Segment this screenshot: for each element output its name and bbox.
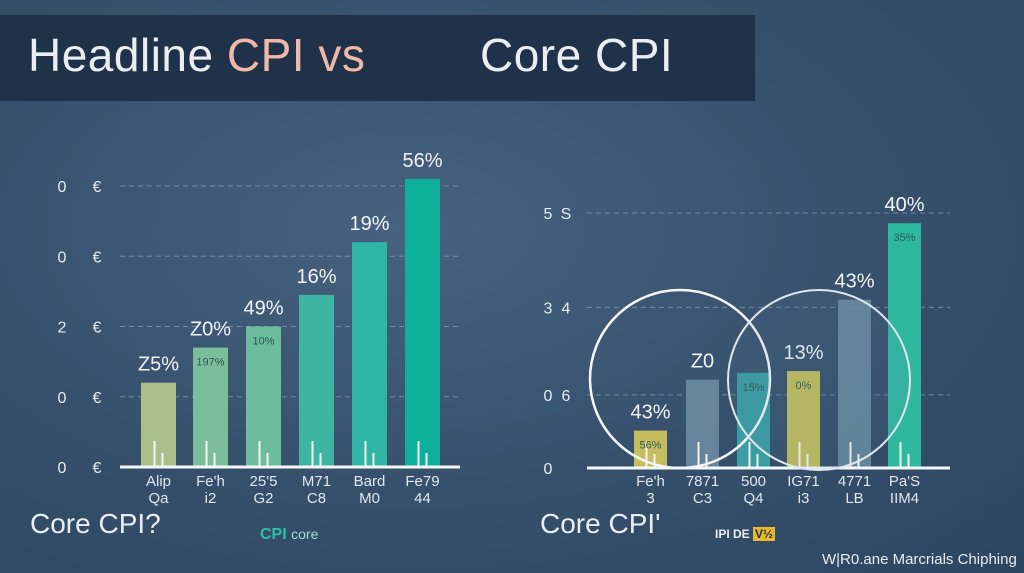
- category-label-line2: LB: [845, 490, 863, 507]
- category-label-line1: Bard: [354, 473, 386, 490]
- bar: [352, 242, 387, 467]
- bar-value-label: 19%: [349, 213, 389, 235]
- category-label-line2: i2: [205, 490, 217, 507]
- y-tick-label: 0: [544, 461, 553, 478]
- title-bar: [0, 15, 755, 101]
- category-label-line2: G2: [253, 490, 273, 507]
- right-chart-xlabel: Core CPI': [540, 508, 661, 539]
- bar: [838, 299, 871, 468]
- category-label-line1: M71: [302, 473, 331, 490]
- overlay-circle-left: [588, 288, 772, 470]
- y-tick-label: 0: [58, 460, 67, 477]
- category-label-line1: 25'5: [250, 473, 278, 490]
- y-tick-label: 0: [58, 249, 67, 266]
- category-label-line1: 4771: [838, 473, 871, 490]
- y-tick-unit: 4: [562, 300, 571, 317]
- bar-inner-label: 0%: [796, 380, 812, 392]
- legend-ipi: IPI DE: [715, 527, 750, 541]
- y-tick-unit: 6: [562, 388, 571, 405]
- footer-credit: W|R0.ane Marcrials Chiphing: [822, 551, 1017, 568]
- bar: [405, 178, 440, 467]
- bar-value-label: 13%: [783, 342, 823, 364]
- category-label-line2: IIM4: [890, 490, 919, 507]
- bar: [299, 294, 334, 467]
- bar: [787, 371, 820, 468]
- y-tick-unit: €: [93, 320, 102, 337]
- y-tick-unit: €: [93, 390, 102, 407]
- title-headline: Headline CPI vs: [28, 29, 366, 81]
- category-label-line1: IG71: [787, 473, 820, 490]
- legend-badge: V½: [753, 527, 776, 541]
- y-tick-label: 2: [58, 320, 67, 337]
- bar-value-label: 40%: [884, 194, 924, 216]
- category-label-line2: C3: [693, 490, 712, 507]
- bar-inner-label: 10%: [252, 336, 274, 348]
- y-tick-unit: €: [93, 460, 102, 477]
- category-label-line1: Pa'S: [889, 473, 920, 490]
- bar-value-label: Z0: [691, 351, 714, 373]
- category-label-line2: i3: [798, 490, 810, 507]
- title-cpi-accent: CPI vs: [226, 29, 366, 81]
- title-core-cpi: Core CPI: [480, 29, 674, 81]
- category-label-line2: 44: [414, 490, 431, 507]
- bar-inner-label: 35%: [893, 232, 915, 244]
- category-label-line1: Alip: [146, 473, 171, 490]
- y-tick-label: 0: [58, 179, 67, 196]
- category-label-line1: Fe'h: [636, 473, 665, 490]
- bar-value-label: Z0%: [190, 319, 231, 341]
- overlay-circle-right: [727, 289, 911, 471]
- bar-inner-label: 15%: [742, 382, 764, 394]
- legend-core: core: [291, 526, 319, 542]
- category-label-line1: 500: [741, 473, 766, 490]
- category-label-line2: Qa: [148, 490, 169, 507]
- bar-inner-label: 56%: [639, 440, 661, 452]
- bar-value-label: Z5%: [138, 354, 179, 376]
- legend-cpi: CPI: [260, 526, 287, 543]
- category-label-line2: M0: [359, 490, 380, 507]
- y-tick-label: 0: [58, 390, 67, 407]
- left-legend: CPI core: [260, 526, 318, 544]
- y-tick-unit: S: [561, 206, 572, 223]
- y-tick-unit: €: [93, 179, 102, 196]
- bar-value-label: 49%: [243, 298, 283, 320]
- bar: [888, 223, 921, 468]
- y-tick-label: 0: [544, 388, 553, 405]
- bar: [246, 326, 281, 467]
- category-label-line2: 3: [646, 490, 654, 507]
- y-tick-unit: €: [93, 249, 102, 266]
- bar-value-label: 16%: [296, 266, 336, 288]
- bar: [193, 347, 228, 467]
- category-label-line1: Fe79: [405, 473, 439, 490]
- y-tick-label: 5: [544, 206, 553, 223]
- bar: [141, 382, 176, 467]
- category-label-line2: C8: [307, 490, 326, 507]
- right-legend: IPI DE V½: [715, 527, 776, 541]
- category-label-line1: Fe'h: [196, 473, 225, 490]
- left-chart-xlabel: Core CPI?: [30, 508, 161, 539]
- bar-value-label: 43%: [630, 402, 670, 424]
- bar-inner-label: 197%: [196, 357, 224, 369]
- category-label-line1: 7871: [686, 473, 719, 490]
- bar-value-label: 43%: [834, 271, 874, 293]
- y-tick-label: 3: [544, 300, 553, 317]
- bar: [686, 379, 719, 468]
- bar-value-label: 56%: [402, 150, 442, 172]
- category-label-line2: Q4: [743, 490, 763, 507]
